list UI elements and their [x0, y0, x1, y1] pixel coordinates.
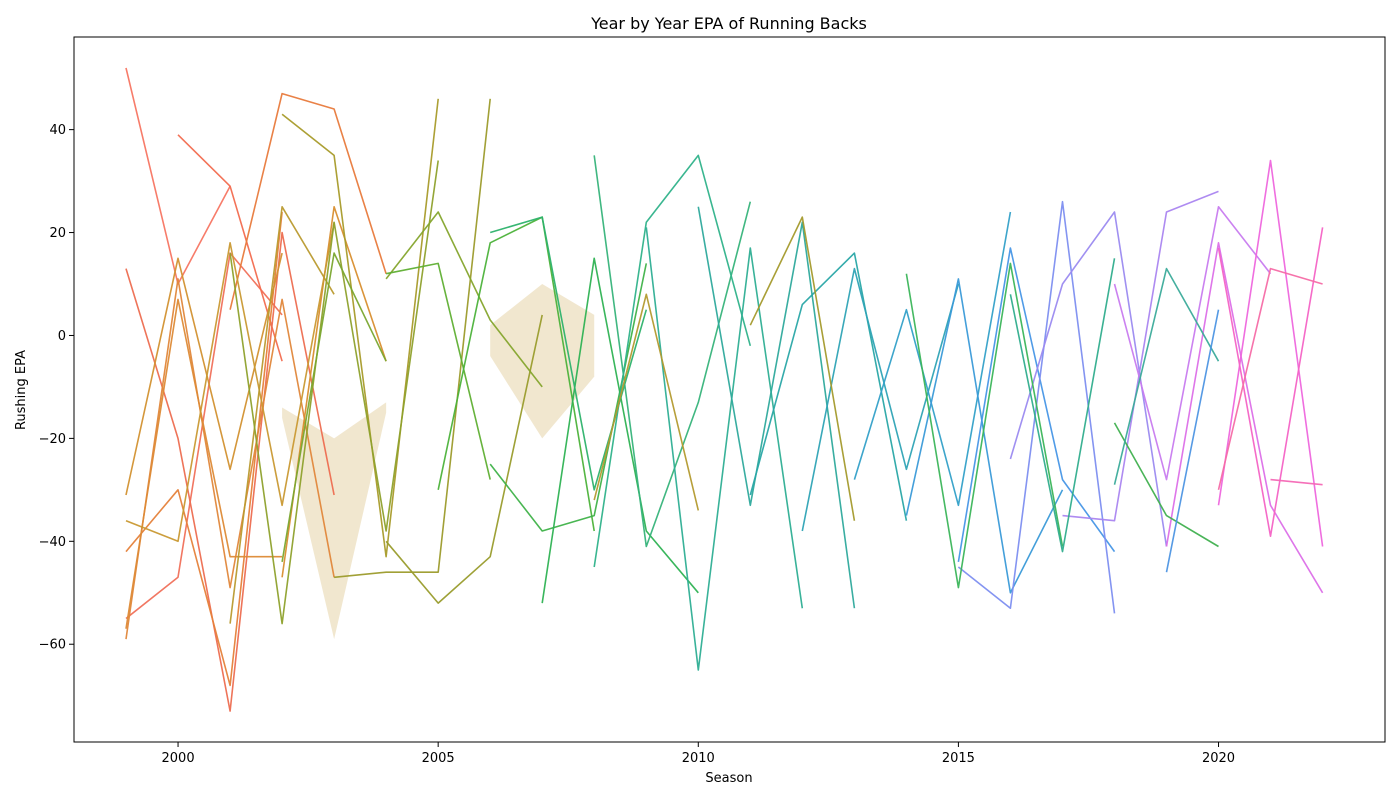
- series-line-36: [1113, 206, 1272, 481]
- series-line-28: [749, 252, 908, 521]
- plot-frame: [73, 36, 1386, 743]
- series-line-42: [905, 262, 1064, 589]
- series-line-29: [801, 267, 960, 532]
- series-line-20: [437, 216, 595, 532]
- series-line-46: [1165, 309, 1220, 573]
- series-line-15: [385, 314, 543, 604]
- ci-band-2: [490, 284, 595, 439]
- series-line-41: [1217, 267, 1323, 490]
- series-line-32: [957, 247, 1116, 563]
- series-line-19: [385, 262, 491, 480]
- y-tick-label: −60: [39, 638, 66, 653]
- y-tick-label: −40: [39, 535, 66, 550]
- series-line-45: [1113, 267, 1220, 485]
- confidence-bands: [282, 284, 595, 640]
- x-tick-label: 2010: [682, 751, 715, 766]
- ci-band-1: [282, 402, 387, 640]
- y-axis-label: Rushing EPA: [14, 350, 29, 430]
- series-line-4: [125, 231, 335, 712]
- series-line-25: [593, 154, 752, 568]
- x-tick-label: 2015: [942, 751, 975, 766]
- series-line-31: [905, 278, 1064, 594]
- series-line-6: [125, 211, 283, 687]
- series-line-44: [1009, 258, 1116, 553]
- series-line-18: [281, 252, 387, 563]
- x-tick-label: 2005: [422, 751, 455, 766]
- series-line-17: [385, 211, 543, 388]
- series-line-37: [1165, 242, 1324, 594]
- series-line-7: [125, 278, 335, 640]
- series-line-39: [1217, 227, 1324, 538]
- series-line-10: [125, 252, 283, 496]
- series-line-5: [229, 92, 387, 310]
- series-line-47: [749, 216, 856, 521]
- series-line-11: [125, 222, 335, 543]
- chart-title: Year by Year EPA of Running Backs: [590, 14, 867, 33]
- series-line-3: [177, 134, 283, 362]
- series-line-2: [125, 252, 283, 620]
- series-line-16: [229, 160, 439, 625]
- series-line-38: [1217, 159, 1324, 547]
- series-line-1: [125, 67, 231, 285]
- series-line-40: [1270, 478, 1323, 486]
- x-axis-ticks: 2000 2005 2010 2015 2020: [162, 742, 1235, 766]
- series-line-34: [1009, 211, 1168, 547]
- series-line-8: [125, 298, 283, 629]
- series-line-30: [853, 211, 1012, 507]
- series-line-9: [281, 206, 387, 578]
- x-tick-label: 2020: [1202, 751, 1235, 766]
- y-tick-label: −20: [39, 432, 66, 447]
- y-axis-ticks: −60 −40 −20 0 20 40: [39, 123, 74, 653]
- y-tick-label: 20: [49, 226, 66, 241]
- y-tick-label: 0: [58, 329, 66, 344]
- series-line-27: [697, 206, 856, 609]
- y-tick-label: 40: [49, 123, 66, 138]
- series-line-24: [593, 155, 752, 548]
- series-line-26: [645, 227, 804, 671]
- series-line-35: [1062, 190, 1219, 522]
- x-axis-label: Season: [705, 771, 752, 786]
- series-lines: [125, 67, 1324, 712]
- x-tick-label: 2000: [162, 751, 195, 766]
- series-line-43: [1113, 422, 1219, 548]
- series-line-13: [281, 98, 439, 558]
- series-line-48: [593, 293, 700, 511]
- series-line-12: [229, 206, 335, 624]
